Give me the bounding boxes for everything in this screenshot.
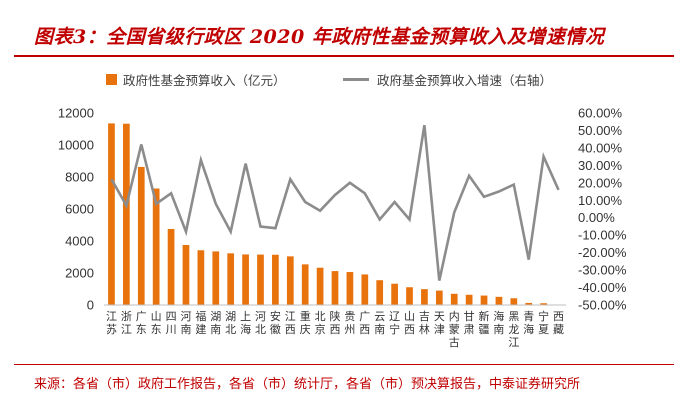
x-tick-label: 贵州 <box>344 310 355 336</box>
x-tick-label: 陕西 <box>330 309 341 336</box>
x-tick-label: 广东 <box>136 310 147 336</box>
x-tick-label: 宁夏 <box>538 309 549 336</box>
legend-line-swatch <box>343 78 369 81</box>
y2-tick-label: 60.00% <box>578 106 623 121</box>
bar <box>406 287 413 305</box>
y-tick-label: 10000 <box>58 138 94 153</box>
x-tick-label: 浙江 <box>121 310 132 336</box>
source-rule <box>14 364 674 365</box>
y-tick-label: 2000 <box>65 266 94 281</box>
y2-tick-label: -20.00% <box>578 245 627 260</box>
legend-item-bar: 政府性基金预算收入（亿元） <box>106 70 286 89</box>
bar <box>301 264 309 305</box>
x-tick-label: 吉林 <box>419 310 430 336</box>
bar <box>450 293 458 305</box>
y-tick-label: 0 <box>87 298 94 313</box>
bar <box>510 298 518 305</box>
y2-tick-label: 20.00% <box>578 175 623 190</box>
x-tick-label: 重庆 <box>300 309 311 336</box>
bar <box>346 272 354 305</box>
y2-tick-label: -40.00% <box>578 280 627 295</box>
x-tick-label: 四川 <box>166 310 177 336</box>
y2-tick-label: -50.00% <box>578 298 627 313</box>
x-tick-label: 安徽 <box>270 309 281 336</box>
bar <box>480 295 488 305</box>
x-tick-label: 新疆 <box>479 309 490 336</box>
x-tick-label: 北京 <box>315 310 326 336</box>
x-tick-label: 河南 <box>180 310 191 336</box>
x-tick-label: 湖南 <box>210 310 221 336</box>
bar <box>182 245 190 305</box>
x-tick-label: 黑龙江 <box>508 310 519 349</box>
x-tick-label: 江苏 <box>106 310 117 336</box>
bar <box>167 229 175 305</box>
bar <box>123 123 130 305</box>
y-tick-label: 12000 <box>58 106 94 121</box>
bar <box>286 256 294 305</box>
x-tick-label: 山东 <box>151 310 162 336</box>
x-tick-label: 青海 <box>523 310 534 336</box>
source-note: 来源：各省（市）政府工作报告，各省（市）统计厅，各省（市）预决算报告，中泰证券研… <box>34 377 581 392</box>
x-tick-label: 上海 <box>240 310 251 336</box>
bar <box>272 254 279 305</box>
y-tick-label: 4000 <box>65 234 94 249</box>
y2-tick-label: -30.00% <box>578 263 627 278</box>
x-tick-label: 山西 <box>404 310 415 336</box>
bar <box>525 302 533 305</box>
x-tick-label: 辽宁 <box>389 310 400 336</box>
title-rule <box>14 55 674 57</box>
bar <box>540 303 547 305</box>
bar <box>435 290 443 305</box>
x-tick-label: 河北 <box>255 310 266 336</box>
bar <box>227 253 235 305</box>
bar <box>331 271 339 305</box>
chart-title: 图表3：全国省级行政区 2020 年政府性基金预算收入及增速情况 <box>34 26 605 48</box>
bar <box>242 254 249 305</box>
y2-tick-label: 0.00% <box>578 210 615 225</box>
bar <box>465 294 473 305</box>
y2-tick-label: 40.00% <box>578 140 623 155</box>
y2-tick-label: 50.00% <box>578 123 623 138</box>
y-tick-label: 6000 <box>65 202 94 217</box>
x-tick-label: 广西 <box>359 310 370 336</box>
bar <box>212 251 220 305</box>
bar <box>495 296 503 305</box>
bar <box>376 280 384 305</box>
x-tick-label: 甘肃 <box>464 310 475 336</box>
x-tick-label: 湖北 <box>225 310 236 336</box>
growth-line <box>110 124 560 281</box>
x-tick-label: 云南 <box>374 310 385 336</box>
bar <box>361 274 369 305</box>
legend-bar-label: 政府性基金预算收入（亿元） <box>123 73 286 88</box>
x-tick-label: 福建 <box>195 309 206 336</box>
legend-bar-swatch <box>106 74 117 85</box>
x-tick-label: 西藏 <box>553 310 564 336</box>
bar <box>391 283 398 305</box>
bar <box>257 254 264 305</box>
x-tick-label: 江西 <box>285 310 296 336</box>
bar <box>152 188 160 305</box>
x-tick-label: 海南 <box>493 309 504 336</box>
legend-line-label: 政府基金预算收入增速（右轴） <box>377 73 553 88</box>
title-bar: 图表3：全国省级行政区 2020 年政府性基金预算收入及增速情况 <box>0 0 688 62</box>
x-tick-label: 天津 <box>434 310 445 336</box>
legend-item-line: 政府基金预算收入增速（右轴） <box>343 70 552 89</box>
bar <box>108 123 115 306</box>
bar <box>137 166 145 305</box>
y2-tick-label: -10.00% <box>578 228 627 243</box>
y-tick-label: 8000 <box>65 170 94 185</box>
bar <box>421 289 428 305</box>
y2-tick-label: 10.00% <box>578 193 623 208</box>
legend: 政府性基金预算收入（亿元） 政府基金预算收入增速（右轴） <box>0 70 688 90</box>
bar <box>197 250 205 305</box>
x-tick-label: 内蒙古 <box>449 309 460 349</box>
y2-tick-label: 30.00% <box>578 158 623 173</box>
bar <box>316 267 324 305</box>
